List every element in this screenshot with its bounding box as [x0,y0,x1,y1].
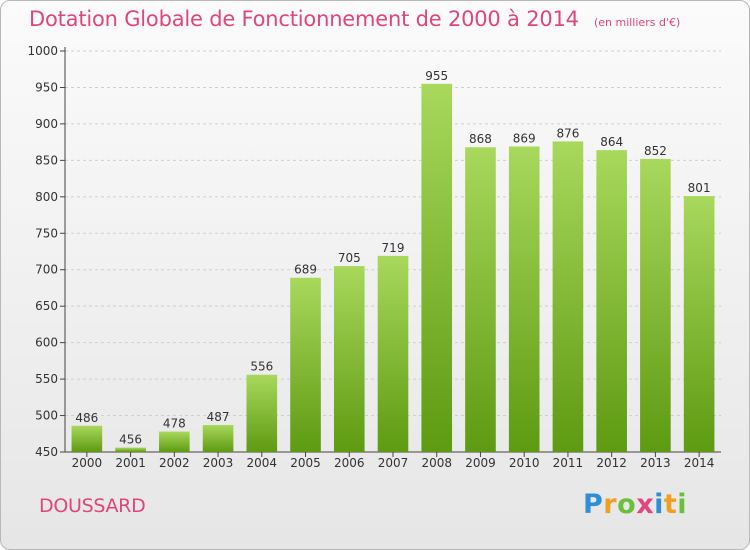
data-label: 689 [294,263,317,277]
y-tick-label: 450 [35,445,58,459]
x-tick-label: 2000 [72,456,103,470]
bar [465,147,496,453]
bar [246,374,278,452]
bar [71,425,103,452]
x-tick-label: 2008 [421,456,452,470]
chart-unit: (en milliers d'€) [593,16,681,29]
data-label: 478 [163,417,186,431]
logo-letter: i [677,489,688,520]
data-label: 719 [382,241,405,255]
bar [596,150,627,452]
logo-letter: i [654,489,664,520]
bar [508,146,540,452]
x-tick-label: 2007 [378,456,409,470]
bar [159,431,190,452]
logo-letter: r [603,489,618,520]
bar [640,158,671,452]
bar [333,266,365,452]
bar [552,141,584,452]
data-label: 864 [600,135,623,149]
data-label: 852 [644,144,667,158]
y-tick-label: 850 [35,153,58,167]
data-label: 955 [425,69,448,83]
x-tick-label: 2001 [115,456,146,470]
x-tick-label: 2006 [334,456,365,470]
bar [377,255,409,452]
y-tick-label: 900 [35,117,58,131]
data-label: 487 [207,410,230,424]
logo-letter: P [583,489,604,520]
y-tick-label: 800 [35,190,58,204]
x-tick-label: 2011 [553,456,584,470]
data-label: 456 [119,433,142,447]
x-tick-label: 2009 [465,456,496,470]
y-tick-label: 700 [35,263,58,277]
x-tick-label: 2010 [509,456,540,470]
y-tick-label: 500 [35,409,58,423]
proxiti-logo: Proxiti [583,489,687,520]
y-tick-label: 1000 [27,44,58,58]
x-tick-label: 2014 [684,456,715,470]
data-label: 801 [688,181,711,195]
bar [683,196,715,452]
labels: 486 456 478 487 556 689 705 719 955 868 869 876 864 8… [75,69,710,447]
chart-title: Dotation Globale de Fonctionnement de 20… [29,7,579,31]
bar [290,277,321,452]
x-tick-label: 2002 [159,456,190,470]
x-tick-label: 2003 [203,456,234,470]
x-tick-label: 2013 [640,456,671,470]
logo-letter: o [617,489,637,520]
data-label: 486 [75,411,98,425]
data-label: 876 [556,126,579,140]
bars [71,83,715,453]
data-label: 705 [338,251,361,265]
data-label: 869 [513,132,536,146]
y-tick-label: 950 [35,80,58,94]
data-label: 868 [469,132,492,146]
logo-letter: t [663,489,678,520]
bar [115,447,146,452]
axes: 450 500 550 600 650 700 750 800 850 900 950 1000 200… [27,44,721,470]
bar [421,83,453,453]
x-tick-label: 2004 [247,456,278,470]
x-tick-label: 2005 [290,456,321,470]
title-row: Dotation Globale de Fonctionnement de 20… [29,7,680,31]
x-tick-label: 2012 [596,456,627,470]
y-tick-label: 650 [35,299,58,313]
y-tick-label: 750 [35,226,58,240]
y-tick-label: 550 [35,372,58,386]
data-label: 556 [250,360,273,374]
bar [202,425,234,452]
logo-letter: x [636,489,655,520]
y-tick-label: 600 [35,336,58,350]
commune-name: DOUSSARD [39,495,146,517]
